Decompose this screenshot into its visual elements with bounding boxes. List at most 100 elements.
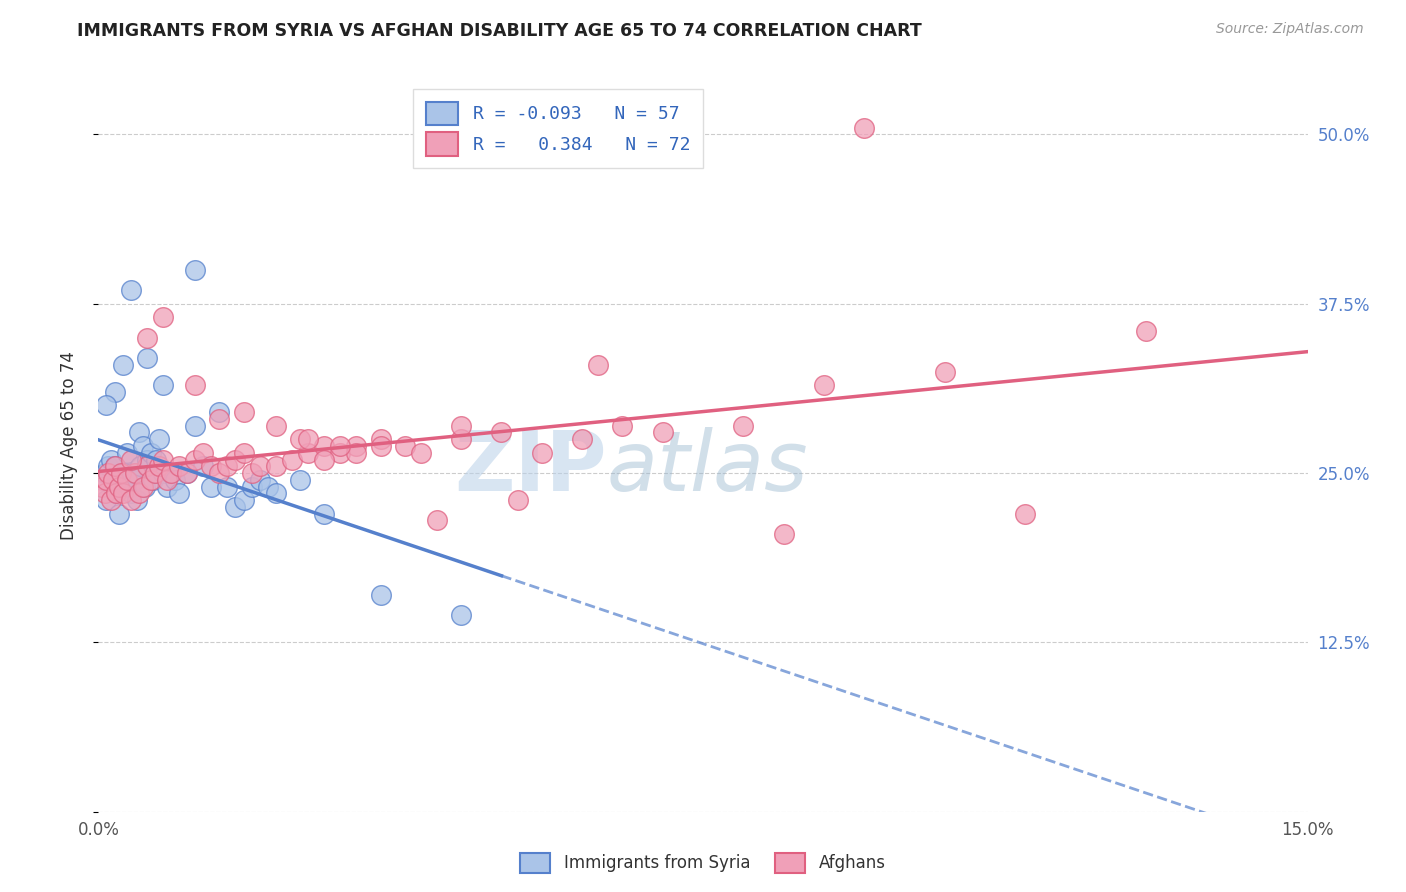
- Point: [264, 418, 287, 433]
- Point: [208, 466, 231, 480]
- Point: [132, 480, 155, 494]
- Point: [103, 459, 125, 474]
- Point: [91, 480, 114, 494]
- Point: [132, 439, 155, 453]
- Point: [96, 398, 118, 412]
- Point: [139, 446, 162, 460]
- Point: [120, 452, 142, 467]
- Point: [148, 459, 170, 474]
- Point: [152, 452, 174, 467]
- Point: [200, 459, 222, 474]
- Point: [97, 466, 120, 480]
- Point: [124, 473, 146, 487]
- Legend: Immigrants from Syria, Afghans: Immigrants from Syria, Afghans: [513, 847, 893, 880]
- Point: [1014, 507, 1036, 521]
- Point: [329, 439, 352, 453]
- Point: [115, 473, 138, 487]
- Point: [94, 486, 117, 500]
- Point: [571, 432, 593, 446]
- Point: [193, 459, 215, 474]
- Point: [91, 473, 114, 487]
- Point: [184, 263, 207, 277]
- Point: [772, 527, 794, 541]
- Point: [128, 425, 150, 440]
- Point: [232, 493, 254, 508]
- Point: [530, 446, 553, 460]
- Point: [288, 473, 311, 487]
- Point: [232, 446, 254, 460]
- Point: [217, 480, 239, 494]
- Point: [127, 493, 149, 508]
- Point: [152, 466, 174, 480]
- Point: [612, 418, 634, 433]
- Point: [101, 480, 124, 494]
- Point: [224, 500, 246, 514]
- Point: [240, 466, 263, 480]
- Point: [651, 425, 673, 440]
- Point: [288, 432, 311, 446]
- Point: [232, 405, 254, 419]
- Point: [145, 452, 167, 467]
- Point: [135, 331, 157, 345]
- Point: [111, 473, 134, 487]
- Point: [1135, 324, 1157, 338]
- Point: [110, 480, 132, 494]
- Point: [426, 514, 449, 528]
- Point: [107, 480, 129, 494]
- Text: ZIP: ZIP: [454, 427, 606, 508]
- Point: [394, 439, 416, 453]
- Point: [314, 507, 336, 521]
- Point: [120, 283, 142, 297]
- Point: [120, 486, 142, 500]
- Text: IMMIGRANTS FROM SYRIA VS AFGHAN DISABILITY AGE 65 TO 74 CORRELATION CHART: IMMIGRANTS FROM SYRIA VS AFGHAN DISABILI…: [77, 22, 922, 40]
- Point: [124, 466, 146, 480]
- Point: [297, 432, 319, 446]
- Point: [208, 405, 231, 419]
- Point: [115, 446, 138, 460]
- Point: [160, 466, 183, 480]
- Point: [129, 459, 152, 474]
- Point: [101, 473, 124, 487]
- Point: [128, 486, 150, 500]
- Legend: R = -0.093   N = 57, R =   0.384   N = 72: R = -0.093 N = 57, R = 0.384 N = 72: [413, 89, 703, 169]
- Point: [193, 446, 215, 460]
- Point: [249, 459, 271, 474]
- Point: [314, 439, 336, 453]
- Point: [450, 418, 472, 433]
- Y-axis label: Disability Age 65 to 74: Disability Age 65 to 74: [59, 351, 77, 541]
- Point: [256, 480, 278, 494]
- Point: [120, 493, 142, 508]
- Point: [167, 486, 190, 500]
- Text: atlas: atlas: [606, 427, 808, 508]
- Point: [329, 446, 352, 460]
- Point: [450, 432, 472, 446]
- Point: [217, 459, 239, 474]
- Point: [934, 364, 956, 378]
- Point: [370, 588, 392, 602]
- Text: Source: ZipAtlas.com: Source: ZipAtlas.com: [1216, 22, 1364, 37]
- Point: [184, 418, 207, 433]
- Point: [103, 459, 125, 474]
- Point: [105, 486, 128, 500]
- Point: [143, 466, 166, 480]
- Point: [167, 459, 190, 474]
- Point: [142, 473, 165, 487]
- Point: [853, 120, 876, 135]
- Point: [249, 473, 271, 487]
- Point: [409, 446, 432, 460]
- Point: [297, 446, 319, 460]
- Point: [152, 310, 174, 325]
- Point: [813, 378, 835, 392]
- Point: [135, 459, 157, 474]
- Point: [208, 412, 231, 426]
- Point: [139, 473, 162, 487]
- Point: [103, 384, 125, 399]
- Point: [152, 378, 174, 392]
- Point: [110, 466, 132, 480]
- Point: [264, 459, 287, 474]
- Point: [96, 473, 118, 487]
- Point: [94, 466, 117, 480]
- Point: [148, 432, 170, 446]
- Point: [160, 466, 183, 480]
- Point: [344, 439, 367, 453]
